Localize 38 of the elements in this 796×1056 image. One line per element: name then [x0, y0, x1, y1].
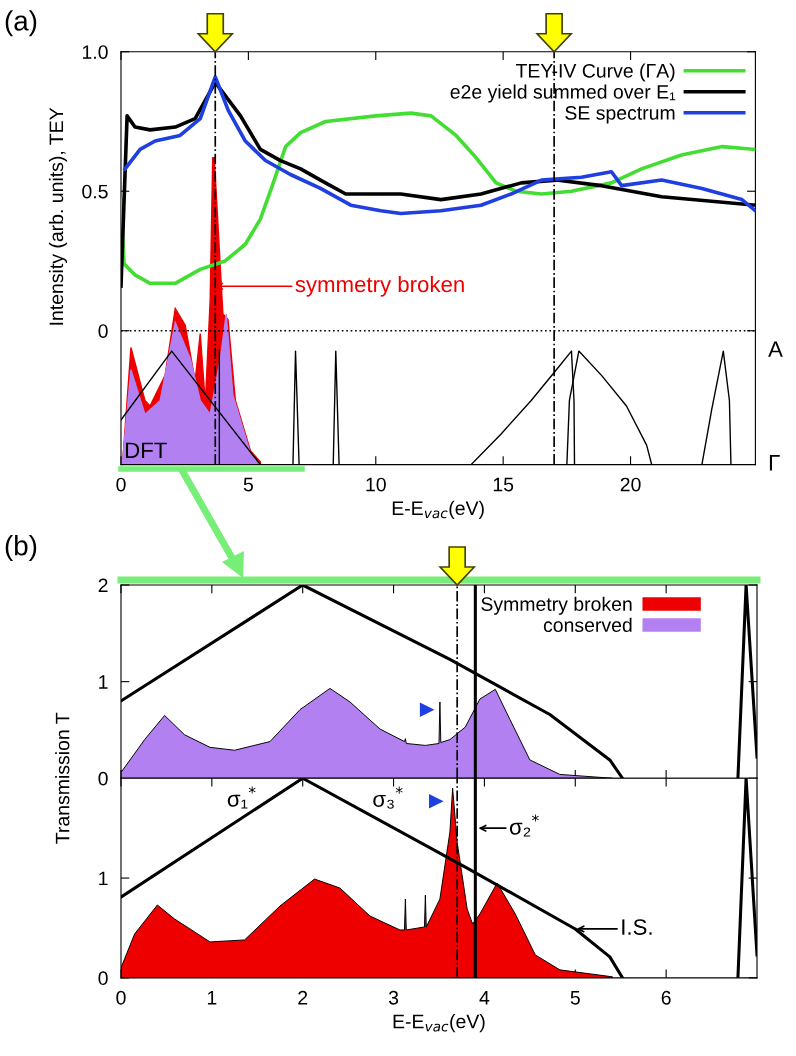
x-tick-label: 6	[661, 990, 671, 1005]
x-tick-label: 10	[366, 477, 386, 492]
annotation: σ₁$^{*}$	[227, 786, 256, 809]
x-axis-title: E-E$_{vac}$(eV)	[392, 500, 484, 519]
y-tick-label: 0	[98, 771, 108, 786]
legend-label: SE spectrum	[565, 106, 675, 124]
y-tick-label: 1	[99, 675, 108, 689]
x-tick-label: 15	[493, 477, 514, 492]
y-tick-label: 1.0	[82, 45, 108, 59]
x-tick-label: 20	[620, 477, 641, 492]
y-tick-label: 0.5	[82, 184, 108, 199]
x-tick-label: 1	[207, 991, 217, 1005]
x-tick-label: 0	[116, 990, 126, 1005]
annotation: I.S.	[622, 919, 652, 935]
x-tick-label: 5	[570, 991, 580, 1005]
x-axis-title: E-E$_{vac}$(eV)	[393, 1014, 485, 1033]
text: (b)	[5, 535, 37, 561]
x-tick-label: 2	[298, 990, 308, 1005]
y-tick-label: 2	[98, 578, 108, 593]
legend-label: conserved	[543, 617, 632, 633]
annotation: DFT	[125, 442, 167, 458]
y-axis-title: Transmission T	[55, 712, 70, 844]
x-tick-label: 3	[388, 990, 399, 1005]
annotation: symmetry broken	[295, 275, 464, 297]
y-tick-label: 0	[98, 324, 108, 338]
text: Γ	[769, 455, 780, 471]
y-axis-title: Intensity (arb. units), TEY	[48, 107, 68, 325]
annotation: σ₂$^{*}$	[509, 814, 539, 837]
text: A	[768, 341, 783, 357]
y-tick-label: 1	[99, 871, 108, 886]
x-tick-label: 0	[116, 477, 126, 492]
y-tick-label: 0	[98, 971, 108, 986]
x-tick-label: 5	[243, 477, 253, 492]
annotation: σ₃$^{*}$	[373, 786, 403, 809]
legend-label: e2e yield summed over E₁	[450, 84, 676, 103]
x-tick-label: 4	[479, 991, 490, 1005]
text: (a)	[5, 10, 37, 37]
legend-label: Symmetry broken	[481, 596, 632, 615]
